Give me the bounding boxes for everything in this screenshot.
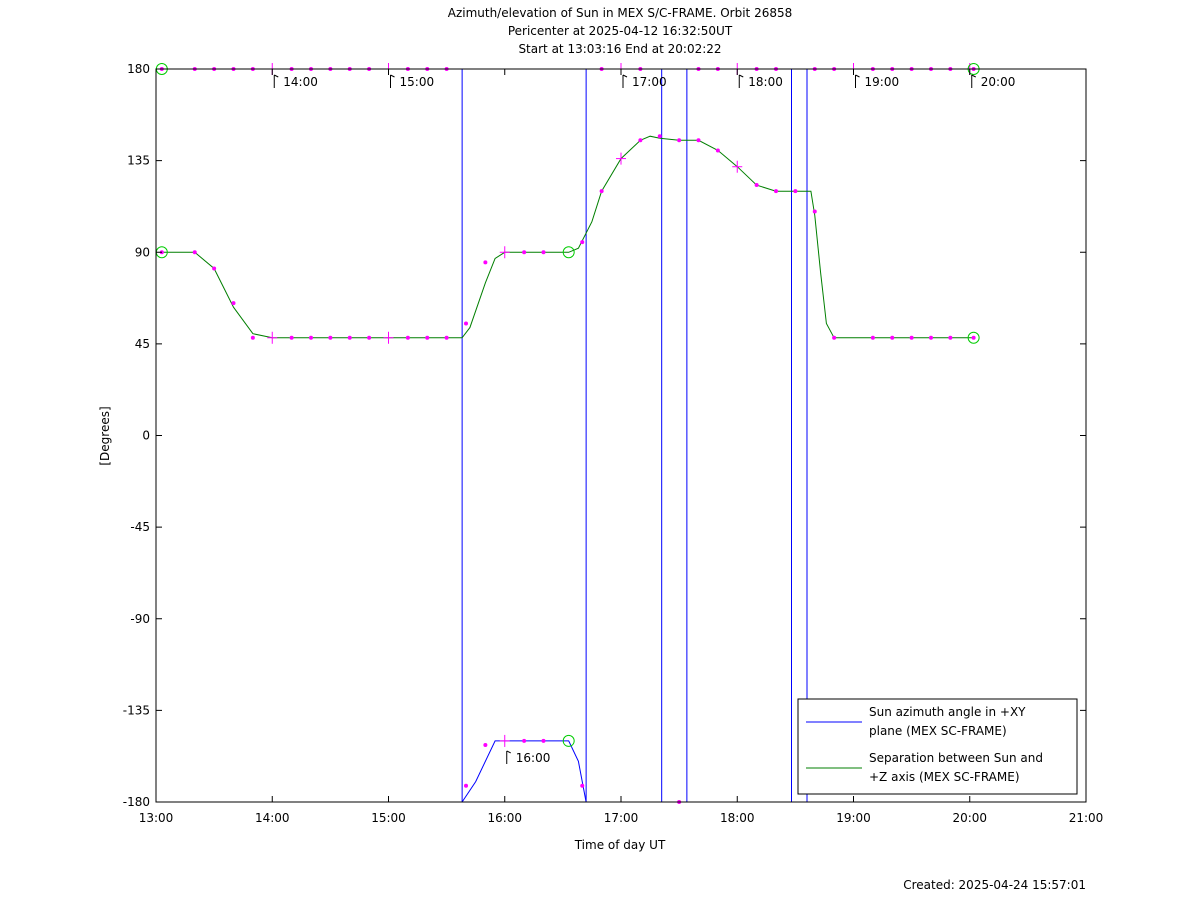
hour-annotation-arrow (274, 74, 279, 78)
x-tick-label: 21:00 (1069, 811, 1104, 825)
y-tick-label: 180 (127, 62, 150, 76)
data-point-marker (929, 335, 933, 340)
separation-series-line (161, 135, 974, 339)
hour-annotation-label: 17:00 (632, 75, 667, 89)
data-point-marker (522, 250, 527, 255)
x-tick-label: 17:00 (604, 811, 639, 825)
data-point-marker (347, 335, 352, 340)
x-tick-label: 14:00 (255, 811, 290, 825)
data-point-marker (405, 335, 410, 340)
x-axis-label: Time of day UT (574, 838, 666, 852)
data-point-marker (309, 335, 313, 340)
hour-annotation-label: 16:00 (516, 751, 551, 765)
hour-annotation-arrow (739, 74, 744, 78)
data-point-marker (580, 240, 585, 245)
hour-annotation-label: 20:00 (981, 75, 1016, 89)
x-tick-label: 19:00 (836, 811, 871, 825)
data-point-marker (754, 183, 759, 188)
data-point-marker (522, 738, 527, 743)
hour-annotation-label: 18:00 (748, 75, 783, 89)
hour-annotation-label: 14:00 (283, 75, 318, 89)
y-axis-label: [Degrees] (98, 406, 112, 465)
chart-title: Azimuth/elevation of Sun in MEX S/C-FRAM… (448, 6, 793, 56)
title-line: Start at 13:03:16 End at 20:02:22 (518, 42, 721, 56)
data-point-marker (909, 335, 914, 340)
legend-label: Separation between Sun and (869, 751, 1043, 765)
title-line: Pericenter at 2025-04-12 16:32:50UT (508, 24, 733, 38)
start-end-circle-marker (562, 734, 575, 747)
hour-annotation-arrow (390, 74, 395, 78)
data-point-marker (464, 321, 468, 326)
data-point-marker (638, 138, 643, 143)
data-point-marker (464, 783, 468, 788)
hour-annotation-label: 19:00 (865, 75, 900, 89)
x-tick-label: 15:00 (371, 811, 406, 825)
data-point-marker (367, 335, 372, 340)
title-line: Azimuth/elevation of Sun in MEX S/C-FRAM… (448, 6, 793, 20)
data-point-marker (483, 260, 488, 265)
x-tick-label: 18:00 (720, 811, 755, 825)
data-point-marker (483, 742, 488, 747)
data-point-marker (870, 335, 875, 340)
data-point-marker (696, 138, 701, 143)
data-point-marker (599, 189, 604, 194)
start-end-circle-marker (967, 331, 980, 344)
data-point-marker (948, 335, 953, 340)
legend-label: plane (MEX SC-FRAME) (869, 724, 1007, 738)
data-point-marker (231, 301, 236, 306)
legend-label: Sun azimuth angle in +XY (869, 705, 1026, 719)
data-point-marker (541, 250, 546, 255)
data-point-marker (541, 738, 546, 743)
hour-annotation-arrow (855, 74, 860, 78)
data-point-marker (444, 335, 449, 340)
hour-annotation-arrow (622, 74, 628, 78)
y-tick-label: -135 (123, 703, 150, 717)
y-tick-label: 45 (135, 337, 150, 351)
data-point-marker (832, 335, 837, 340)
x-tick-label: 20:00 (952, 811, 987, 825)
plot-frame (155, 68, 1087, 803)
legend-label: +Z axis (MEX SC-FRAME) (869, 770, 1020, 784)
data-point-marker (971, 335, 976, 340)
start-end-circle-marker (562, 246, 575, 259)
y-tick-label: -180 (123, 795, 150, 809)
data-point-marker (192, 250, 197, 255)
x-tick-label: 16:00 (487, 811, 522, 825)
y-tick-label: 0 (142, 429, 150, 443)
y-tick-label: -45 (130, 520, 150, 534)
data-point-marker (580, 783, 585, 788)
hour-annotation-label: 15:00 (400, 75, 435, 89)
hour-annotation-arrow (506, 750, 511, 754)
y-tick-label: 90 (135, 245, 150, 259)
y-tick-label: 135 (127, 154, 150, 168)
data-point-marker (812, 209, 817, 214)
data-point-marker (890, 335, 895, 340)
created-footer: Created: 2025-04-24 15:57:01 (903, 878, 1086, 892)
y-tick-label: -90 (130, 612, 150, 626)
legend-box (797, 698, 1078, 795)
data-point-marker (774, 189, 778, 194)
data-point-marker (677, 138, 682, 143)
data-point-marker (250, 335, 255, 340)
plot-content: 14:00 15:00 16:00 17:00 18:00 19:00 20:00 (155, 63, 1016, 804)
data-point-marker (328, 335, 333, 340)
data-point-marker (212, 266, 217, 271)
data-point-marker (793, 189, 798, 194)
data-point-marker (425, 335, 430, 340)
data-point-marker (289, 335, 294, 340)
x-tick-label: 13:00 (139, 811, 174, 825)
data-point-marker (657, 134, 662, 139)
axes: 13:00 14:00 15:00 16:00 17:00 18:00 19:00 20:00… (123, 62, 1104, 825)
data-point-marker (715, 148, 720, 153)
legend: Sun azimuth angle in +XY plane (MEX SC-FR… (797, 698, 1078, 795)
hour-annotation-arrow (971, 74, 976, 78)
